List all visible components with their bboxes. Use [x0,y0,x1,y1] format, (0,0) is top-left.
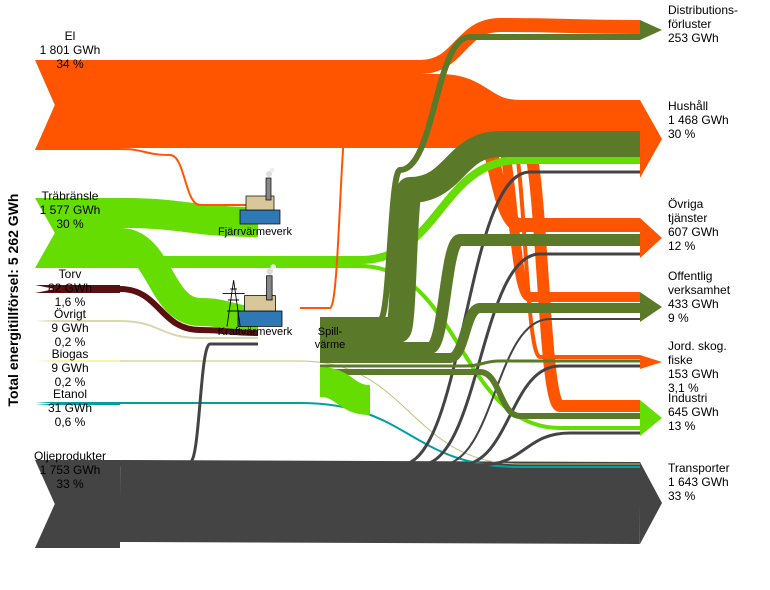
svg-text:värme: värme [315,339,346,351]
source-el [35,60,120,150]
svg-text:tjänster: tjänster [668,211,707,225]
source-label: Träbränsle [42,189,99,203]
sink-head-distr [640,20,662,40]
sink-head-hushall [640,100,662,178]
svg-text:30 %: 30 % [56,217,84,231]
source-label: Övrigt [54,307,87,321]
flow [120,25,640,67]
svg-text:13 %: 13 % [668,419,696,433]
svg-text:253 GWh: 253 GWh [668,31,719,45]
sink-label: Offentlig [668,269,712,283]
sink-head-jord [640,355,662,369]
svg-text:433 GWh: 433 GWh [668,297,719,311]
svg-text:31 GWh: 31 GWh [48,401,92,415]
svg-text:fiske: fiske [668,353,693,367]
flow [320,382,370,400]
svg-text:12 %: 12 % [668,239,696,253]
svg-text:607 GWh: 607 GWh [668,225,719,239]
svg-text:33 %: 33 % [668,489,696,503]
flow [120,213,258,222]
svg-text:9 GWh: 9 GWh [51,321,88,335]
flow [120,501,640,503]
heat-plant-icon [240,168,280,225]
sankey-diagram: El1 801 GWh34 %Träbränsle1 577 GWh30 %To… [0,0,770,590]
sink-label: Distributions- [668,3,738,17]
flow [120,149,258,205]
svg-text:1 643 GWh: 1 643 GWh [668,475,729,489]
svg-text:1 577 GWh: 1 577 GWh [40,203,101,217]
total-title: Total energitillförsel: 5 262 GWh [5,194,21,407]
sink-label: Transporter [668,461,730,475]
svg-text:1 468 GWh: 1 468 GWh [668,113,729,127]
source-label: El [65,29,76,43]
source-label: Oljeprodukter [34,449,106,463]
svg-text:82 GWh: 82 GWh [48,281,92,295]
svg-text:förluster: förluster [668,17,711,31]
mid-label: Kraftvärmeverk [218,326,293,338]
sink-head-ovtj [640,218,662,258]
svg-text:34 %: 34 % [56,57,84,71]
svg-text:9 GWh: 9 GWh [51,361,88,375]
svg-text:1 753 GWh: 1 753 GWh [40,463,101,477]
svg-text:verksamhet: verksamhet [668,283,731,297]
sink-label: Hushåll [668,99,708,113]
svg-text:645 GWh: 645 GWh [668,405,719,419]
svg-text:9 %: 9 % [668,311,689,325]
mid-label: Fjärrvärmeverk [218,226,292,238]
svg-text:33 %: 33 % [56,477,84,491]
source-label: Torv [59,267,82,281]
sink-head-off [640,292,662,322]
sink-head-industri [640,400,662,436]
sink-label: Industri [668,391,707,405]
svg-text:0,6 %: 0,6 % [55,415,86,429]
sink-head-transp [640,462,662,544]
mid-label: Spill- [318,326,343,338]
svg-text:1 801 GWh: 1 801 GWh [40,43,101,57]
source-label: Etanol [53,387,87,401]
svg-text:30 %: 30 % [668,127,696,141]
sink-label: Jord. skog. [668,339,727,353]
source-label: Biogas [52,347,89,361]
svg-text:153 GWh: 153 GWh [668,367,719,381]
sink-label: Övriga [668,197,704,211]
